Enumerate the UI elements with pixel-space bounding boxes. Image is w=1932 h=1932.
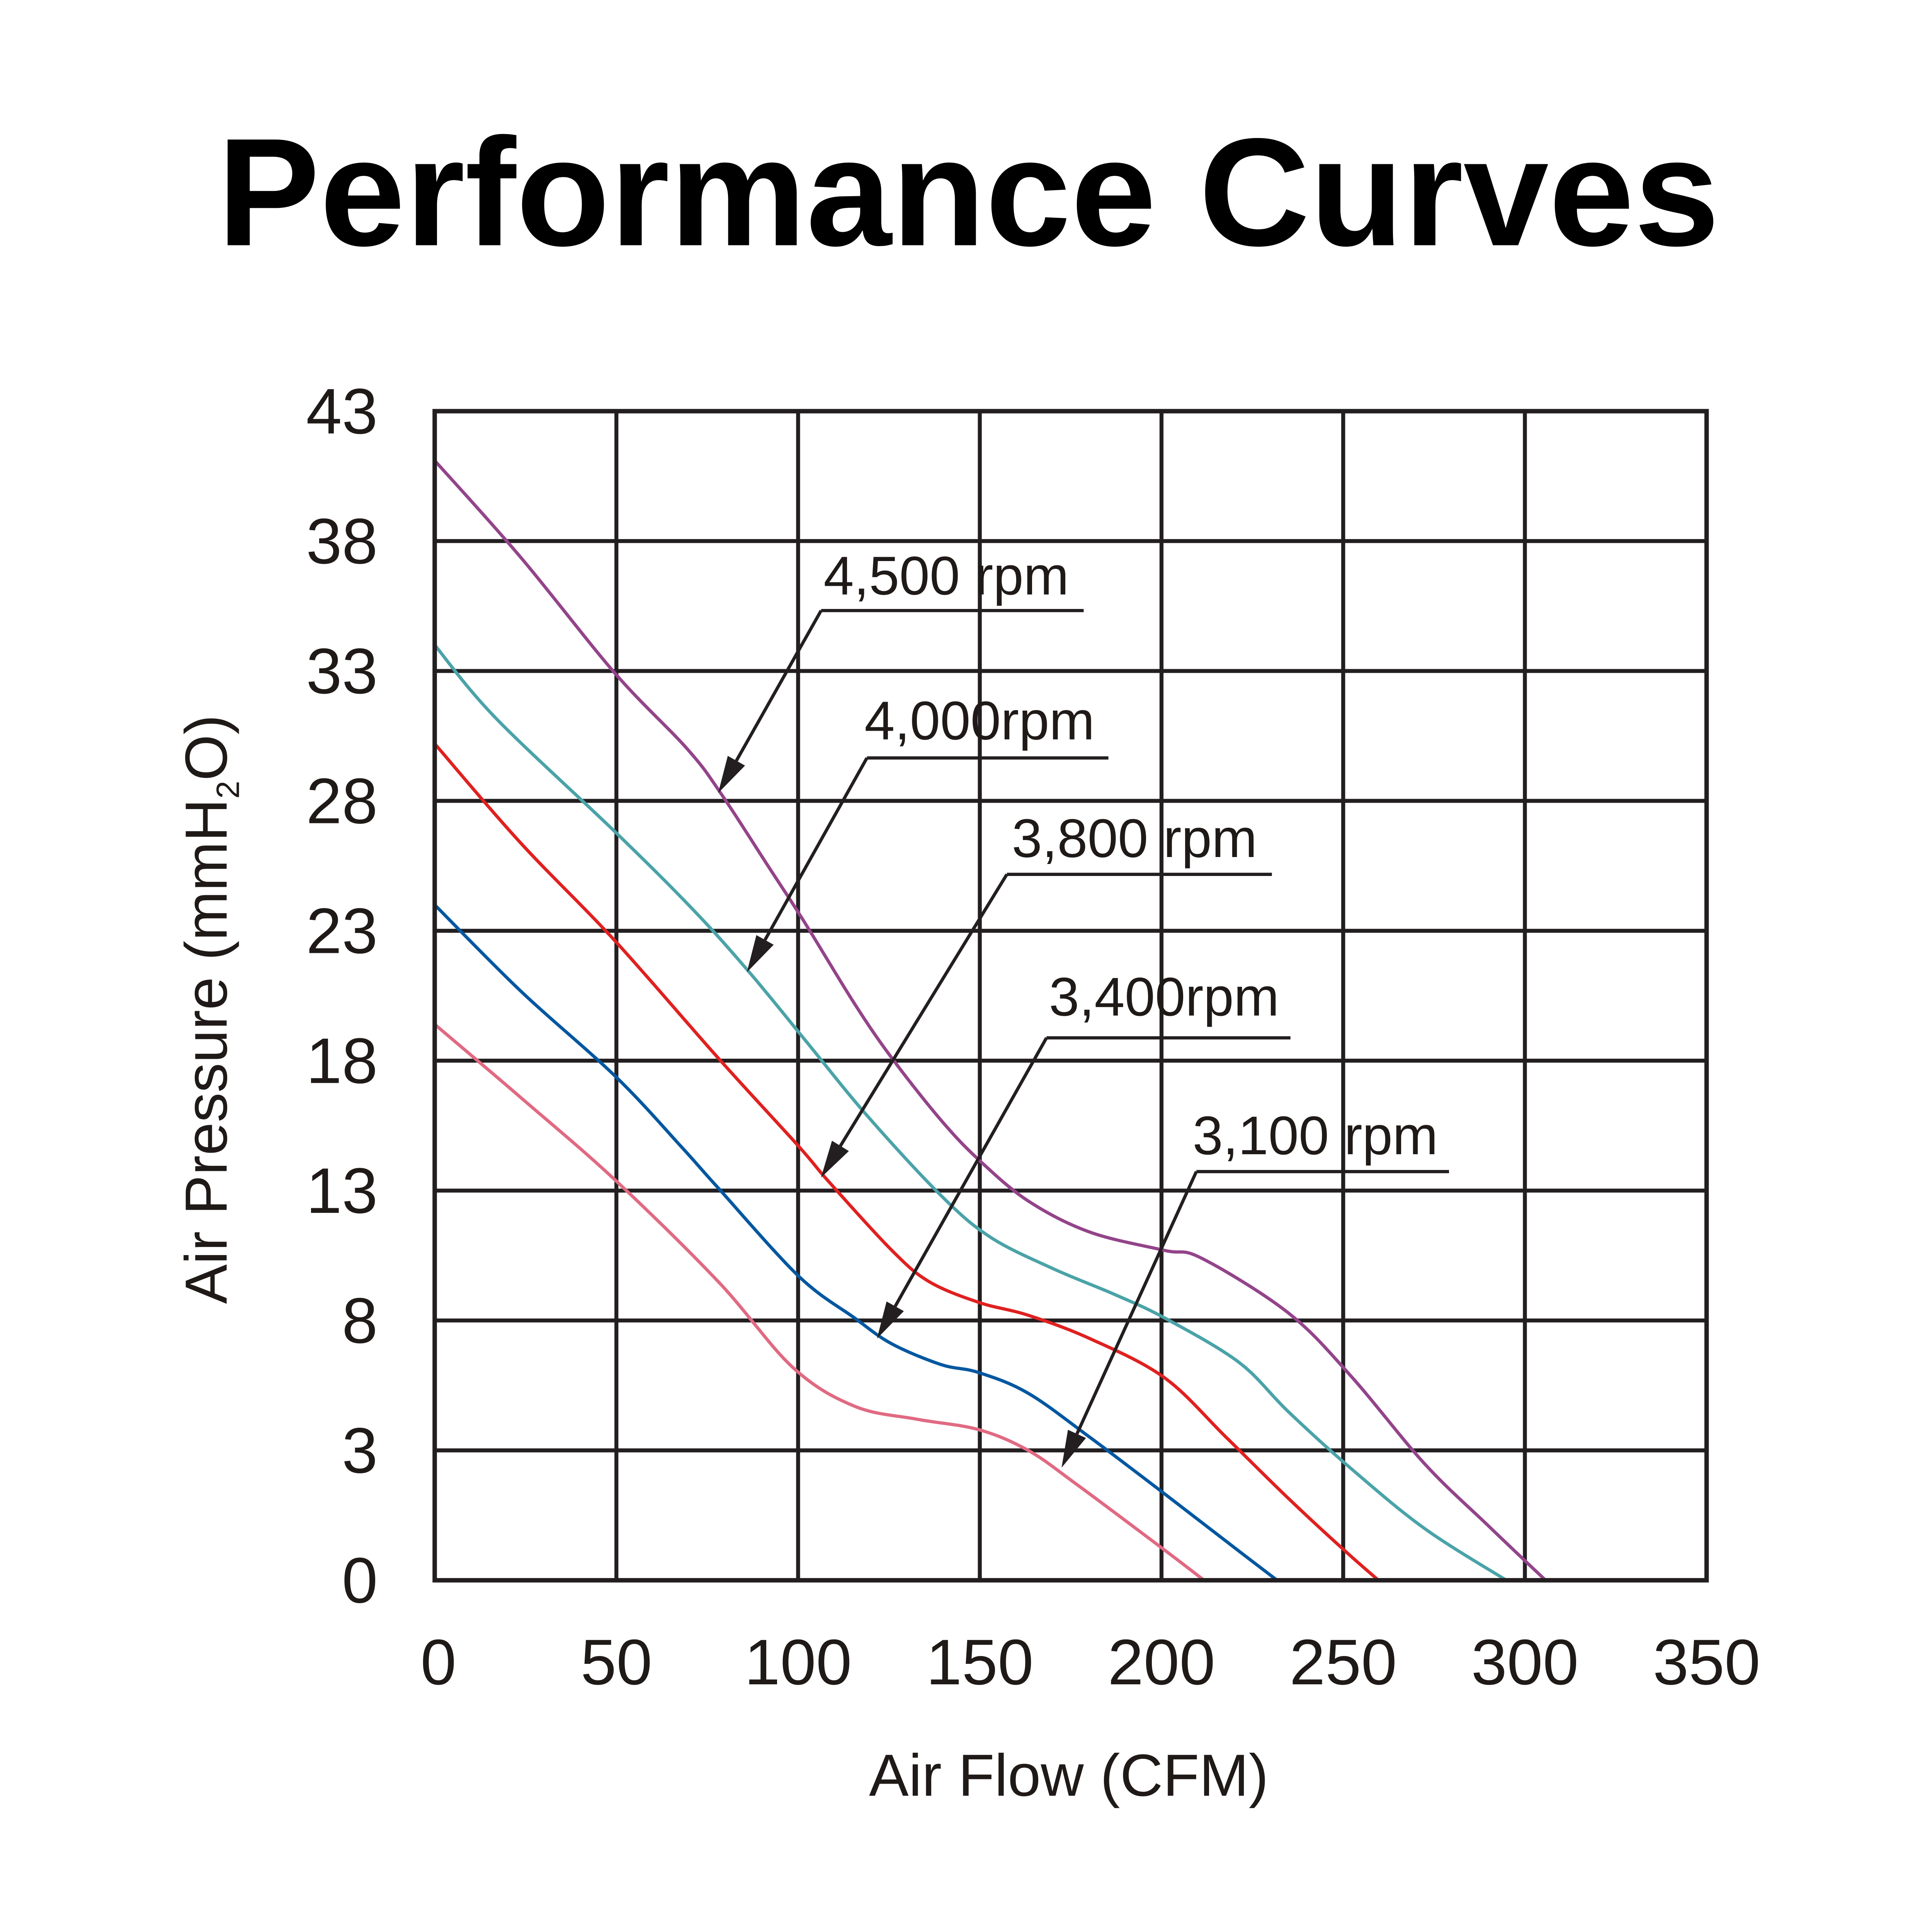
y-axis-label-main: Air Pressure (mmH	[173, 799, 240, 1304]
series-line	[434, 1023, 1205, 1582]
y-tick-label: 3	[342, 1415, 378, 1486]
rpm-callout-label: 3,800 rpm	[1012, 808, 1257, 869]
x-tick-label: 350	[1653, 1626, 1760, 1698]
grid-lines	[435, 411, 1707, 1580]
rpm-callout: 3,400rpm	[877, 966, 1291, 1339]
series-line	[433, 459, 1547, 1582]
y-tick-label: 8	[342, 1285, 378, 1357]
callout-leader-line	[894, 1037, 1048, 1307]
rpm-callout-label: 4,000rpm	[864, 690, 1095, 751]
callout-leader-line	[764, 757, 869, 941]
series-line	[433, 644, 1507, 1582]
x-tick-labels: 0 50 100 150 200 250 300 350	[420, 1626, 1760, 1698]
y-axis-label: Air Pressure (mmH2O)	[173, 715, 246, 1304]
arrow-icon	[821, 1141, 849, 1178]
y-tick-label: 38	[306, 505, 378, 577]
y-tick-label: 23	[306, 895, 378, 967]
x-tick-label: 50	[581, 1626, 652, 1698]
rpm-callout: 4,000rpm	[747, 690, 1109, 973]
arrow-icon	[718, 756, 745, 793]
y-axis-label-suffix: O)	[173, 715, 240, 781]
rpm-callout-label: 4,500 rpm	[823, 545, 1069, 606]
x-tick-label: 150	[926, 1626, 1034, 1698]
rpm-callout-label: 3,400rpm	[1049, 966, 1279, 1027]
callout-leader-line	[735, 610, 823, 762]
y-tick-label: 0	[342, 1544, 378, 1616]
x-tick-label: 200	[1108, 1626, 1215, 1698]
chart-title: Performance Curves	[218, 107, 1720, 278]
y-tick-label: 28	[306, 765, 378, 837]
callout-leader-line	[1075, 1171, 1198, 1435]
y-axis-label-subscript: 2	[210, 781, 246, 799]
arrow-icon	[747, 935, 774, 973]
series-line	[434, 903, 1278, 1582]
y-tick-label: 33	[306, 635, 378, 707]
plot-frame	[432, 409, 1709, 1583]
series-layer	[433, 459, 1547, 1582]
x-axis-label: Air Flow (CFM)	[869, 1742, 1269, 1808]
x-tick-label: 100	[744, 1626, 852, 1698]
y-tick-label: 43	[306, 376, 378, 447]
series-line	[433, 742, 1380, 1582]
rpm-callout: 4,500 rpm	[718, 545, 1084, 793]
rpm-callout: 3,100 rpm	[1061, 1105, 1449, 1468]
x-tick-label: 300	[1471, 1626, 1578, 1698]
y-tick-label: 18	[306, 1025, 378, 1097]
arrow-icon	[877, 1301, 904, 1339]
callout-leader-line	[839, 873, 1009, 1147]
arrow-icon	[1061, 1430, 1086, 1468]
x-tick-label: 0	[420, 1626, 456, 1698]
rpm-callout-label: 3,100 rpm	[1193, 1105, 1438, 1166]
x-tick-label: 250	[1289, 1626, 1397, 1698]
y-tick-label: 13	[306, 1155, 378, 1227]
rpm-callout: 3,800 rpm	[821, 808, 1272, 1178]
annotation-layer: 4,500 rpm 4,000rpm 3,800 rpm 3,400rpm 3,100 …	[718, 545, 1449, 1468]
